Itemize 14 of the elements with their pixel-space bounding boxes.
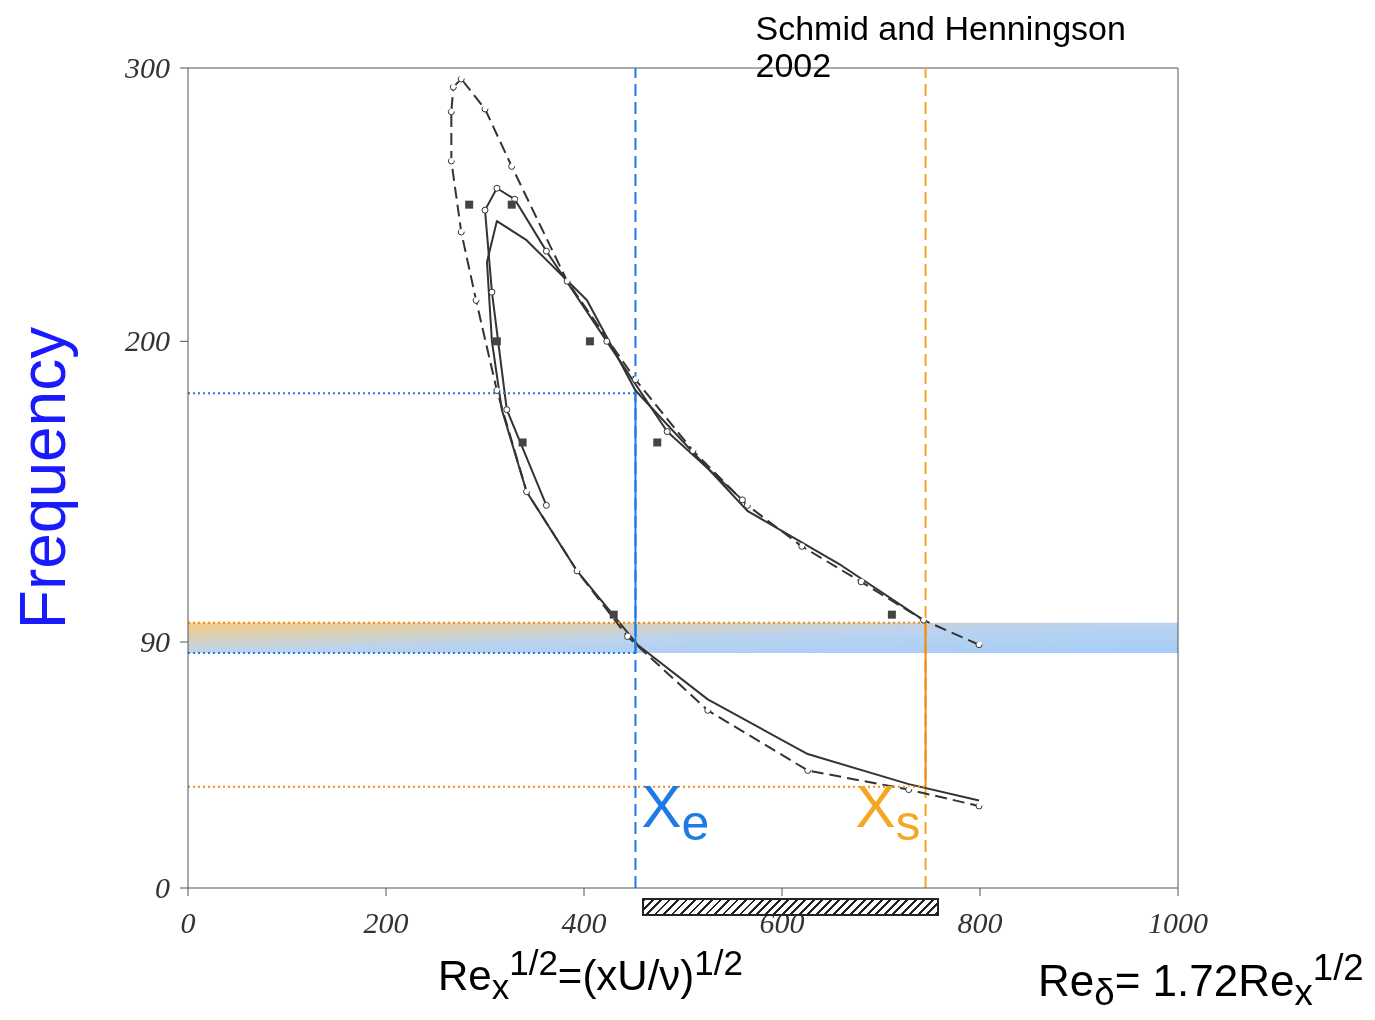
annotation: X$_{s}$: [855, 773, 921, 851]
x-tick-label: 400: [561, 906, 607, 940]
annotation: X$_{e}$: [641, 773, 710, 851]
x-tick-label: 1000: [1148, 906, 1208, 940]
y-axis-title: Frequency: [6, 326, 80, 630]
x-tick-label: 800: [957, 906, 1003, 940]
x-tick-label: 200: [363, 906, 409, 940]
y-tick-label: 90: [140, 625, 170, 658]
annotation: Schmid and Henningson 2002: [755, 9, 1127, 85]
x-tick-label: 0: [180, 906, 196, 940]
y-tick-label: 200: [125, 324, 170, 358]
y-tick-label: 0: [155, 871, 170, 904]
y-tick-label: 300: [124, 51, 170, 84]
x-axis-title: Re$_{x}$$^{1/2}$=(xU/ν)$^{1/2}$: [438, 943, 744, 1008]
